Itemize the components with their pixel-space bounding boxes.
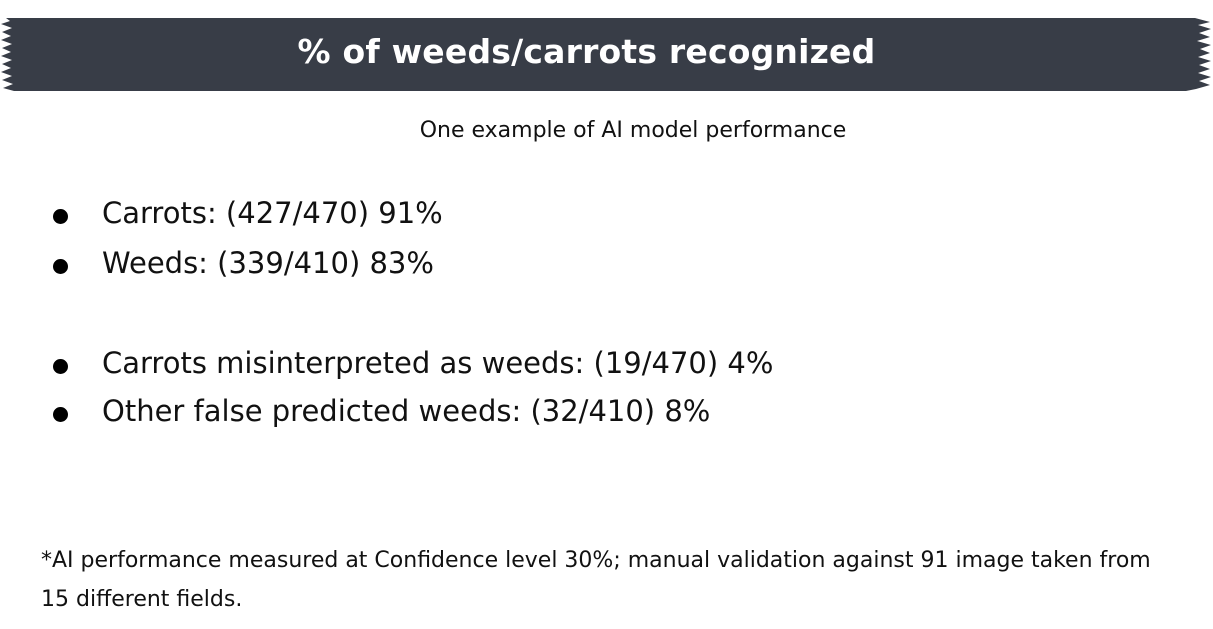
- subtitle: One example of AI model performance: [419, 118, 847, 143]
- bullet-dot-icon: [53, 209, 68, 224]
- bullet-text: Carrots: (427/470) 91%: [102, 196, 443, 230]
- bullet-dot-icon: [53, 407, 68, 422]
- page-title: % of weeds/carrots recognized: [297, 31, 876, 71]
- bullet-text: Carrots misinterpreted as weeds: (19/470…: [102, 346, 774, 380]
- bullet-dot-icon: [53, 359, 68, 374]
- footnote: *AI performance measured at Confidence l…: [41, 548, 1151, 612]
- title-banner-shape: [1, 18, 1211, 91]
- bullet-dot-icon: [53, 259, 68, 274]
- bullet-text: Weeds: (339/410) 83%: [102, 246, 434, 280]
- title-banner: % of weeds/carrots recognized: [0, 18, 1213, 91]
- bullet-text: Other false predicted weeds: (32/410) 8%: [102, 394, 711, 428]
